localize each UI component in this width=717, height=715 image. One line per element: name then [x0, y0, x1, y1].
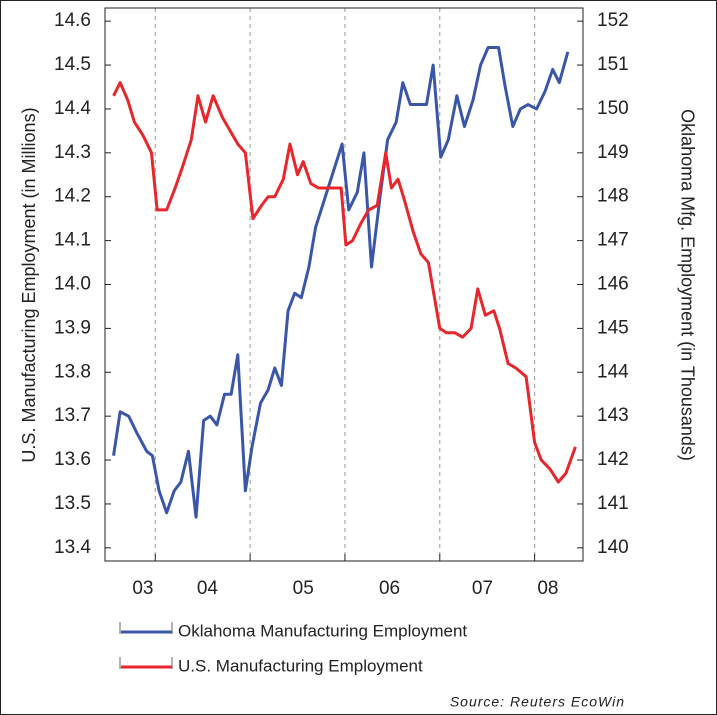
y-tick-label: 13.8 — [54, 361, 91, 382]
y2-tick-label: 149 — [597, 142, 629, 163]
y-axis-title: U.S. Manufacturing Employment (in Millio… — [19, 107, 39, 462]
y-tick-label: 13.4 — [54, 537, 91, 558]
legend-label: Oklahoma Manufacturing Employment — [178, 621, 467, 640]
y2-tick-label: 146 — [597, 274, 629, 295]
y-tick-label: 13.6 — [54, 449, 91, 470]
x-tick-label: 08 — [537, 578, 558, 599]
y-tick-label: 13.7 — [54, 405, 91, 426]
y2-tick-label: 141 — [597, 493, 629, 514]
y-tick-label: 14.5 — [54, 54, 91, 75]
x-tick-label: 05 — [293, 578, 314, 599]
y-tick-label: 13.9 — [54, 317, 91, 338]
y-tick-label: 14.4 — [54, 98, 91, 119]
y2-tick-label: 147 — [597, 230, 629, 251]
series-line — [112, 81, 577, 484]
y2-tick-label: 144 — [597, 361, 629, 382]
y2-tick-label: 152 — [597, 10, 629, 31]
y2-tick-label: 142 — [597, 449, 629, 470]
y2-tick-label: 143 — [597, 405, 629, 426]
y-tick-label: 14.3 — [54, 142, 91, 163]
y-tick-label: 13.5 — [54, 493, 91, 514]
x-tick-label: 07 — [472, 578, 493, 599]
y2-tick-label: 140 — [597, 537, 629, 558]
series-line — [112, 46, 570, 519]
y-tick-label: 14.1 — [54, 230, 91, 251]
y2-tick-label: 151 — [597, 54, 629, 75]
y-tick-label: 14.6 — [54, 10, 91, 31]
y2-tick-label: 148 — [597, 186, 629, 207]
y-tick-label: 14.2 — [54, 186, 91, 207]
y2-tick-label: 150 — [597, 98, 629, 119]
x-tick-label: 03 — [132, 578, 153, 599]
x-tick-label: 04 — [197, 578, 219, 599]
x-tick-label: 06 — [379, 578, 400, 599]
y-tick-label: 14.0 — [54, 274, 91, 295]
legend-label: U.S. Manufacturing Employment — [178, 656, 423, 675]
y2-tick-label: 145 — [597, 317, 629, 338]
y2-axis-title: Oklahoma Mfg. Employment (in Thousands) — [677, 109, 697, 461]
source-note: Source: Reuters EcoWin — [450, 694, 625, 710]
